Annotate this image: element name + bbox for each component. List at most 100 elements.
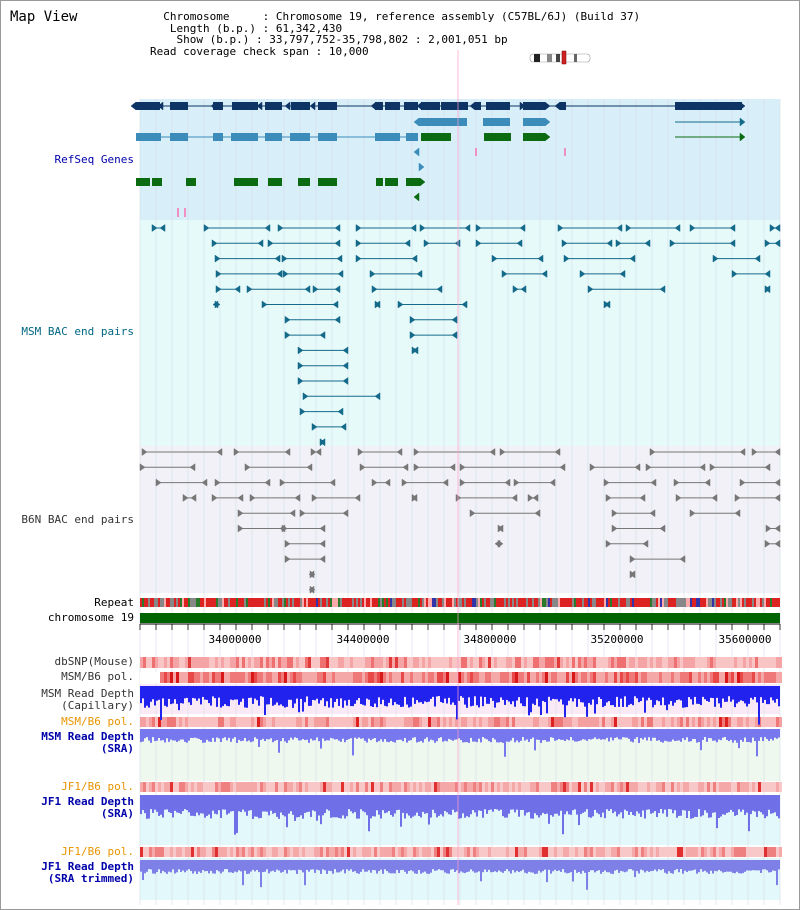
msm-pol-cell — [470, 672, 473, 683]
depth-bar — [628, 686, 630, 705]
repeat-segment — [258, 598, 260, 607]
depth-bar — [370, 729, 372, 741]
msm-bac-label[interactable]: MSM BAC end pairs — [21, 325, 134, 338]
depth-bar — [324, 729, 326, 741]
depth-bar — [546, 795, 548, 814]
msm-pol-cell — [458, 672, 461, 683]
msm-pol-cell — [311, 672, 314, 683]
depth-bar — [724, 686, 726, 702]
dbsnp-cell — [323, 657, 326, 668]
jf1-pol2-cell — [650, 847, 653, 857]
depth-bar — [468, 686, 470, 698]
feature-arrow — [557, 224, 564, 232]
depth-bar — [658, 860, 660, 870]
depth-bar — [502, 795, 504, 817]
depth-bar — [236, 795, 238, 833]
depth-bar — [216, 686, 218, 707]
depth-bar — [238, 795, 240, 812]
jf1-pol2-cell — [719, 847, 722, 857]
exon-block — [419, 118, 467, 126]
depth-bar — [714, 686, 716, 707]
repeat-segment — [666, 598, 668, 607]
feature-arrow — [587, 285, 594, 294]
depth-bar — [620, 686, 622, 699]
feature-arrow — [284, 101, 291, 111]
feature-arrow — [141, 448, 148, 456]
depth-bar — [640, 686, 642, 702]
dbsnp-cell — [509, 657, 512, 668]
jf1-pol2-cell — [455, 847, 458, 857]
depth-bar — [298, 860, 300, 870]
dbsnp-cell — [701, 657, 704, 668]
depth-bar — [384, 860, 386, 870]
depth-bar — [498, 860, 500, 871]
depth-bar — [650, 860, 652, 872]
refseq-label[interactable]: RefSeq Genes — [54, 153, 134, 166]
jf1-pol2-cell — [338, 847, 341, 857]
depth-bar — [600, 729, 602, 740]
depth-bar — [298, 729, 300, 741]
jf1-pol2-cell — [143, 847, 146, 857]
depth-bar — [164, 686, 166, 706]
depth-bar — [412, 686, 414, 698]
dbsnp-cell — [539, 657, 542, 668]
depth-bar — [750, 729, 752, 743]
msm-pol2-cell — [230, 717, 233, 727]
depth-bar — [420, 860, 422, 874]
msm-pol-cell — [641, 672, 644, 683]
msm-pol2-cell — [587, 717, 590, 727]
b6n-bac-features[interactable] — [139, 448, 781, 594]
msm-pol-cell — [239, 672, 242, 683]
depth-bar — [160, 795, 162, 815]
jf1-pol-cell — [380, 782, 383, 792]
b6n-bac-label[interactable]: B6N BAC end pairs — [21, 513, 134, 526]
depth-bar — [198, 686, 200, 699]
dbsnp-cell — [551, 657, 554, 668]
dbsnp-cell — [674, 657, 677, 668]
jf1-pol2-cell — [407, 847, 410, 857]
msm-pol-cell — [434, 672, 437, 683]
depth-bar — [364, 686, 366, 706]
repeat-segment — [582, 598, 584, 607]
msm-pol-cell — [608, 672, 611, 683]
repeat-segment — [358, 598, 360, 607]
depth-bar — [160, 860, 162, 874]
repeat-segment — [270, 598, 272, 607]
jf1-pol-cell — [470, 782, 473, 792]
depth-bar — [504, 686, 506, 705]
depth-bar — [388, 686, 390, 703]
refseq-gene-features[interactable] — [130, 101, 746, 217]
msm-bac-features[interactable] — [151, 224, 781, 447]
depth-bar — [196, 686, 198, 701]
depth-bar — [252, 686, 254, 704]
depth-bar — [704, 729, 706, 738]
msm-pol-cell — [413, 672, 416, 683]
repeat-segment — [718, 598, 720, 607]
depth-bar — [554, 686, 556, 700]
jf1-pol2-cell — [308, 847, 311, 857]
depth-bar — [774, 795, 776, 813]
depth-bar — [212, 686, 214, 697]
msm-pol2-cell — [428, 717, 431, 727]
jf1-pol2-cell — [419, 847, 422, 857]
depth-bar — [462, 795, 464, 814]
depth-bar — [496, 686, 498, 703]
repeat-segment — [422, 598, 424, 607]
depth-bar — [596, 686, 598, 705]
depth-bar — [294, 860, 296, 871]
depth-bar — [420, 686, 422, 703]
msm-pol2-cell — [200, 717, 203, 727]
depth-bar — [634, 686, 636, 697]
chromosome-ideogram[interactable] — [529, 50, 591, 65]
depth-bar — [238, 686, 240, 705]
repeat-segment — [732, 598, 734, 607]
dbsnp-cell — [596, 657, 599, 668]
dbsnp-cell — [404, 657, 407, 668]
depth-bar — [224, 795, 226, 810]
repeat-segment — [260, 598, 262, 607]
feature-arrow — [342, 361, 349, 370]
msm-pol2-cell — [659, 717, 662, 727]
depth-bar — [636, 860, 638, 872]
jf1-pol2-cell — [281, 847, 284, 857]
jf1-pol-cell — [758, 782, 761, 792]
